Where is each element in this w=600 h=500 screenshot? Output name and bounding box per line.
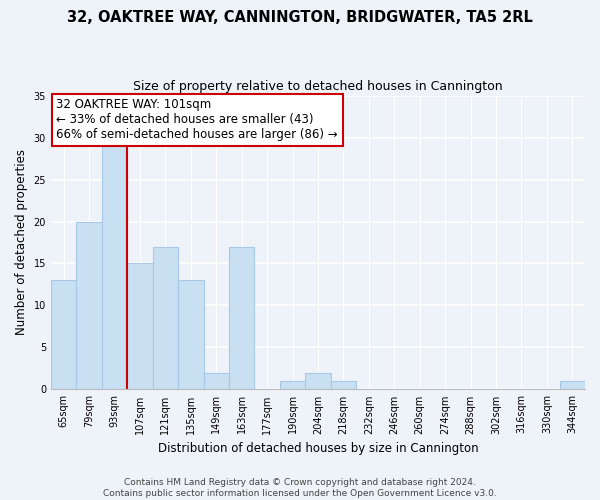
Bar [280, 381, 305, 390]
Bar [331, 381, 356, 390]
Bar [203, 372, 229, 390]
Bar [152, 246, 178, 390]
Bar [127, 264, 152, 390]
Title: Size of property relative to detached houses in Cannington: Size of property relative to detached ho… [133, 80, 503, 93]
Text: 32 OAKTREE WAY: 101sqm
← 33% of detached houses are smaller (43)
66% of semi-det: 32 OAKTREE WAY: 101sqm ← 33% of detached… [56, 98, 338, 142]
Bar [229, 246, 254, 390]
Bar [560, 381, 585, 390]
Bar [51, 280, 76, 390]
Y-axis label: Number of detached properties: Number of detached properties [15, 150, 28, 336]
Bar [178, 280, 203, 390]
Bar [305, 372, 331, 390]
X-axis label: Distribution of detached houses by size in Cannington: Distribution of detached houses by size … [158, 442, 478, 455]
Text: 32, OAKTREE WAY, CANNINGTON, BRIDGWATER, TA5 2RL: 32, OAKTREE WAY, CANNINGTON, BRIDGWATER,… [67, 10, 533, 25]
Bar [102, 146, 127, 390]
Text: Contains HM Land Registry data © Crown copyright and database right 2024.
Contai: Contains HM Land Registry data © Crown c… [103, 478, 497, 498]
Bar [76, 222, 102, 390]
